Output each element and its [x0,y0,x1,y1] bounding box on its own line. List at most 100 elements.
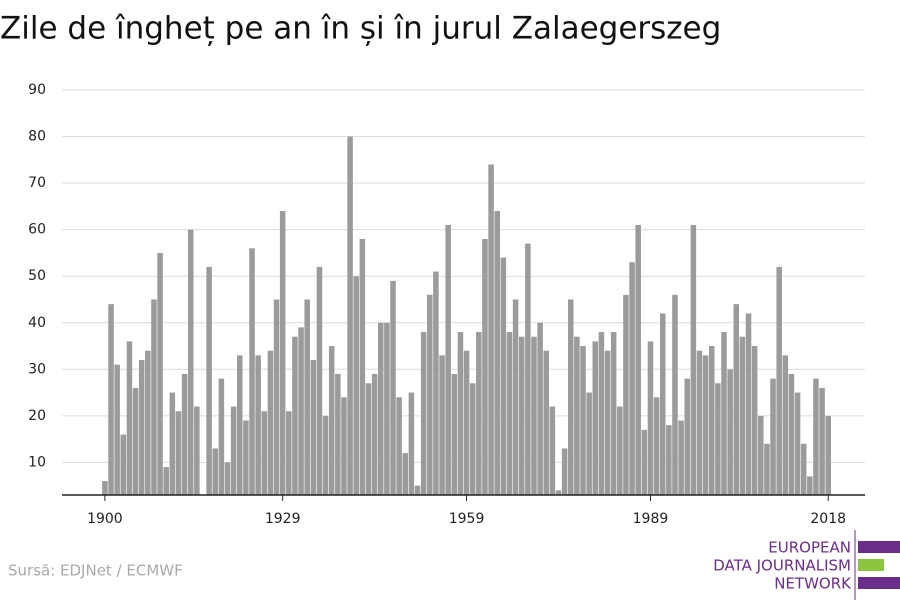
bar [672,294,678,495]
bar [212,448,219,495]
bar [610,332,617,495]
bar [384,322,390,495]
y-tick-label: 80 [28,129,46,145]
bar [525,243,531,495]
bar [181,373,188,495]
bar [788,373,795,495]
y-tick-label: 30 [28,361,46,377]
bar [371,373,378,495]
x-tick-label: 1989 [633,511,669,527]
bar [402,453,409,495]
bar [353,276,359,495]
bar [298,327,304,495]
bar [316,266,323,495]
bar [807,476,813,495]
x-tick-label: 1900 [87,511,123,527]
bar [537,322,543,495]
bar [647,341,654,495]
bar [187,229,194,496]
logo-text: DATA JOURNALISM [713,557,851,575]
bar [531,336,537,495]
bar [561,448,568,495]
bar [255,355,261,495]
bar [678,420,684,495]
bar [457,332,464,495]
x-tick-label: 1959 [449,511,485,527]
bar [751,346,758,495]
bar [145,350,151,495]
bar [764,443,770,495]
y-tick-label: 90 [28,82,46,98]
source: Sursă: EDJNet / ECMWF [8,562,183,580]
y-tick-label: 70 [28,175,46,191]
bar [408,392,415,495]
bar [304,299,310,495]
bar [420,332,427,495]
bar [813,378,819,495]
bar [132,387,139,495]
bar [488,164,494,495]
bar [439,355,445,495]
bar [653,397,660,495]
bar [273,299,280,495]
bar [684,378,690,495]
bar [500,257,507,495]
x-tick-label: 2018 [810,511,846,527]
bar [825,415,831,495]
y-tick-label: 10 [28,454,46,470]
bar [482,238,488,495]
bar [543,350,550,495]
bar [494,211,500,495]
bar [696,350,703,495]
bar [365,383,372,495]
bar [659,313,666,495]
bar [476,332,482,495]
bar [138,360,145,495]
bar [347,136,353,495]
bar [102,481,108,495]
logo-bar [858,541,900,553]
bar [390,280,396,495]
bar [580,346,586,495]
bar [279,211,286,495]
logo-bar [858,559,884,571]
bar [598,332,605,495]
bar [163,467,169,495]
bar [414,485,421,495]
y-tick-label: 50 [28,268,46,284]
bar [206,266,212,495]
logo-text: NETWORK [774,575,852,593]
bar [555,490,562,495]
bar [445,225,451,495]
bar [433,271,439,495]
bar [574,336,580,495]
bar [592,341,599,495]
bar [335,373,341,495]
bar [126,341,133,495]
bar [733,304,740,495]
bar [666,425,672,495]
bar [641,429,648,495]
bar [708,346,715,495]
bar [114,364,120,495]
bar [230,406,237,495]
bar [776,266,782,495]
x-tick-label: 1929 [265,511,301,527]
bar [377,322,384,495]
bar [157,252,163,495]
bar [715,383,721,495]
bar [794,392,801,495]
bar [549,406,556,495]
logo-bar [858,577,900,589]
bar [727,369,733,495]
bar [249,248,255,495]
bar [512,299,519,495]
bar [745,313,752,495]
bar [635,225,641,495]
bar [267,350,274,495]
bar [175,411,182,495]
bar [194,406,200,495]
y-tick-label: 20 [28,408,46,424]
bar [120,434,127,495]
